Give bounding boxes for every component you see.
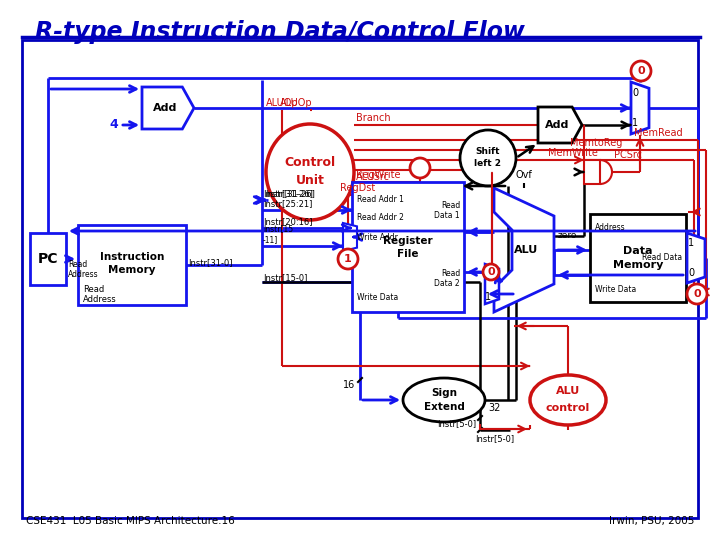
Text: Instr[31-26]: Instr[31-26] (263, 189, 313, 198)
Text: Read: Read (441, 269, 460, 279)
Text: MemtoReg: MemtoReg (570, 138, 622, 148)
Text: Shift: Shift (476, 146, 500, 156)
Text: Write Data: Write Data (595, 286, 636, 294)
Text: Address: Address (595, 224, 626, 233)
Text: Register: Register (383, 236, 433, 246)
Bar (590, 214, 686, 302)
Bar (78, 225, 186, 305)
Text: 1: 1 (632, 118, 638, 128)
Text: Branch: Branch (356, 113, 391, 123)
Text: File: File (397, 249, 419, 259)
Text: Memory: Memory (108, 265, 156, 275)
Bar (584, 160, 600, 184)
Polygon shape (687, 233, 705, 283)
Text: control: control (546, 403, 590, 413)
Text: 0: 0 (688, 268, 694, 278)
Bar (352, 182, 464, 312)
Text: Data 1: Data 1 (434, 212, 460, 220)
Text: ALUSrc: ALUSrc (356, 172, 390, 182)
Text: Read Data: Read Data (642, 253, 682, 262)
Text: PC: PC (37, 252, 58, 266)
Ellipse shape (403, 378, 485, 422)
Text: Sign: Sign (431, 388, 457, 398)
Text: CSE431  L05 Basic MIPS Architecture.16: CSE431 L05 Basic MIPS Architecture.16 (26, 516, 235, 526)
Circle shape (460, 130, 516, 186)
Text: PCSrc: PCSrc (614, 150, 642, 160)
Text: Read
Address: Read Address (68, 260, 99, 279)
Circle shape (687, 284, 707, 304)
Ellipse shape (530, 375, 606, 425)
Polygon shape (494, 188, 554, 312)
Text: Instr[15
-11]: Instr[15 -11] (263, 225, 293, 244)
Text: 1: 1 (688, 238, 694, 248)
Text: MemRead: MemRead (634, 128, 683, 138)
Text: RegDst: RegDst (340, 183, 375, 193)
Circle shape (631, 61, 651, 81)
Circle shape (483, 264, 499, 280)
Text: Data: Data (624, 246, 653, 256)
Text: Read Addr 1: Read Addr 1 (357, 195, 404, 205)
Text: Instruction: Instruction (100, 252, 164, 262)
Text: Read: Read (441, 201, 460, 211)
Bar (22, 40, 698, 518)
Text: 1: 1 (344, 254, 352, 264)
Text: 0: 0 (487, 267, 495, 277)
Polygon shape (631, 82, 649, 134)
Text: Add: Add (153, 103, 177, 113)
Text: ALU: ALU (556, 386, 580, 396)
Text: Instr[20:16]: Instr[20:16] (263, 217, 312, 226)
Text: Add: Add (545, 120, 570, 130)
Text: Instr[15-0]: Instr[15-0] (263, 273, 307, 282)
Text: Address: Address (83, 294, 117, 303)
Text: Instr[31-26]: Instr[31-26] (265, 189, 315, 198)
Text: Read Addr 2: Read Addr 2 (357, 213, 404, 222)
Polygon shape (485, 264, 499, 304)
Text: Instr[31-0]: Instr[31-0] (188, 258, 233, 267)
Text: Instr[25:21]: Instr[25:21] (263, 199, 312, 208)
Text: Read: Read (83, 285, 104, 294)
Text: 0: 0 (637, 66, 645, 76)
Text: 0: 0 (693, 289, 701, 299)
Text: Instr[5-0]: Instr[5-0] (475, 434, 515, 443)
Text: 16: 16 (343, 380, 355, 390)
Ellipse shape (266, 124, 354, 220)
Text: Memory: Memory (613, 260, 663, 270)
Text: Data 2: Data 2 (434, 280, 460, 288)
Text: Unit: Unit (296, 173, 325, 186)
Text: Irwin, PSU, 2005: Irwin, PSU, 2005 (608, 516, 694, 526)
Text: ALUOp: ALUOp (266, 98, 299, 108)
Text: 32: 32 (488, 403, 500, 413)
Text: 0: 0 (632, 88, 638, 98)
Polygon shape (343, 223, 357, 251)
Text: Write Data: Write Data (357, 294, 398, 302)
Polygon shape (142, 87, 194, 129)
Bar (30, 233, 66, 285)
Text: zero: zero (558, 232, 577, 240)
Text: left 2: left 2 (474, 159, 502, 168)
Text: RegWrite: RegWrite (356, 170, 400, 180)
Text: Instr[5-0]: Instr[5-0] (437, 420, 476, 429)
Text: ALUOp: ALUOp (280, 98, 312, 108)
Text: Control: Control (284, 156, 336, 168)
Polygon shape (538, 107, 582, 143)
Text: R-type Instruction Data/Control Flow: R-type Instruction Data/Control Flow (35, 20, 525, 44)
Circle shape (410, 158, 430, 178)
Text: MemWrite: MemWrite (548, 148, 598, 158)
Text: Ovf: Ovf (516, 170, 532, 180)
Text: ALU: ALU (514, 245, 538, 255)
Text: 1: 1 (485, 292, 491, 302)
Circle shape (338, 249, 358, 269)
Text: Extend: Extend (423, 402, 464, 412)
Text: Write Addr: Write Addr (357, 233, 398, 241)
Text: 4: 4 (109, 118, 118, 132)
